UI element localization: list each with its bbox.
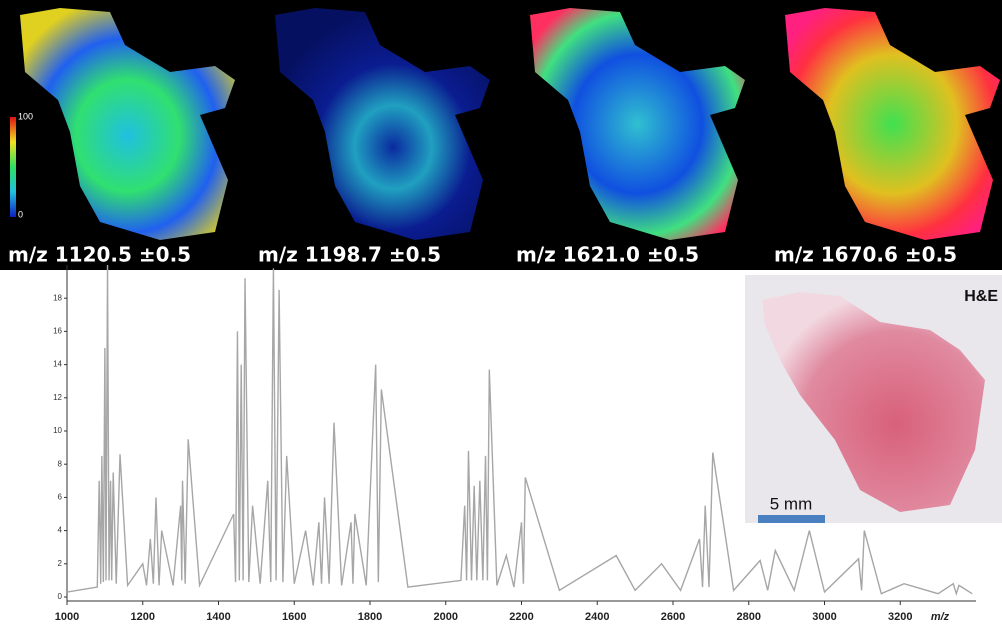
spectrum: 0 2 4 6 8 10 12 14 16 18 1000 1200 1400 1600 1800 2000 2… (53, 264, 976, 623)
inset-label: H&E (964, 288, 998, 305)
x-tick-label: 3200 (888, 611, 912, 623)
y-tick-label: 8 (58, 459, 63, 468)
colorbar (10, 117, 16, 217)
y-tick-label: 10 (53, 426, 62, 435)
he-tissue (762, 292, 985, 512)
scale-bar (758, 515, 825, 523)
image-label: m/z 1198.7 ±0.5 (258, 243, 441, 267)
colorbar-max: 100 (18, 111, 33, 121)
image-label: m/z 1621.0 ±0.5 (516, 243, 699, 267)
x-tick-label: 1800 (358, 611, 382, 623)
image-label: m/z 1120.5 ±0.5 (8, 243, 191, 267)
image-label: m/z 1670.6 ±0.5 (774, 243, 957, 267)
y-tick-label: 0 (58, 592, 63, 601)
x-tick-label: 1200 (131, 611, 155, 623)
spectrum-line (66, 264, 973, 597)
x-tick-label: 2400 (585, 611, 609, 623)
x-tick-label: 2800 (737, 611, 761, 623)
x-tick-label: 1400 (206, 611, 230, 623)
x-tick-label: 2000 (434, 611, 458, 623)
scale-bar-label: 5 mm (770, 494, 813, 513)
x-tick-label: 2200 (509, 611, 533, 623)
x-tick-label: 1600 (282, 611, 306, 623)
y-tick-label: 2 (58, 559, 63, 568)
y-tick-label: 18 (53, 293, 62, 302)
y-tick-label: 16 (53, 327, 62, 336)
y-tick-label: 14 (53, 360, 62, 369)
x-tick-label: 2600 (661, 611, 685, 623)
colorbar-min: 0 (18, 209, 23, 219)
y-tick-label: 12 (53, 393, 62, 402)
x-tick-label: 3000 (812, 611, 836, 623)
y-tick-label: 4 (58, 526, 63, 535)
y-tick-label: 6 (58, 493, 63, 502)
x-tick-label: 1000 (55, 611, 79, 623)
x-axis-label: m/z (931, 611, 950, 623)
